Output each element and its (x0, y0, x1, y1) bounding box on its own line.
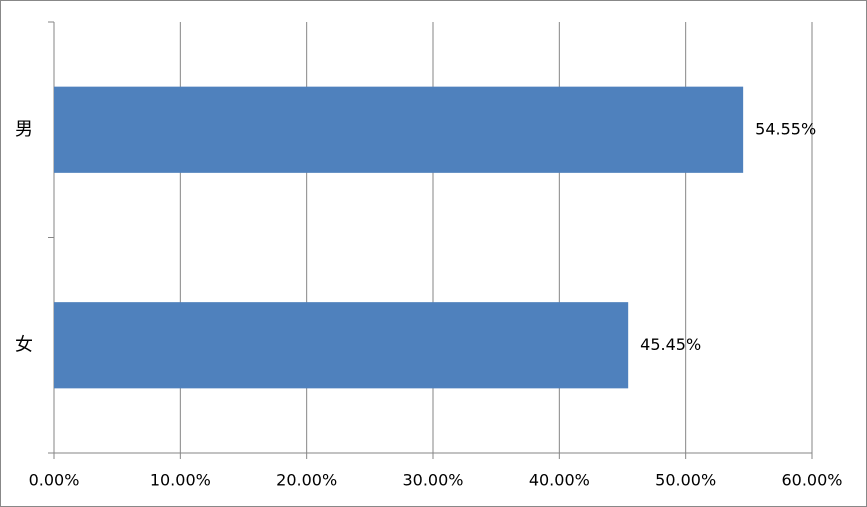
bar (54, 302, 629, 389)
x-tick-label: 60.00% (781, 471, 842, 490)
x-tick-label: 20.00% (276, 471, 337, 490)
value-label: 54.55% (755, 119, 816, 138)
y-tick-label: 女 (15, 334, 33, 355)
x-tick-label: 50.00% (655, 471, 716, 490)
x-tick-label: 30.00% (402, 471, 463, 490)
value-label: 45.45% (640, 335, 701, 354)
x-tick-label: 0.00% (29, 471, 80, 490)
x-tick-label: 40.00% (529, 471, 590, 490)
y-tick-label: 男 (15, 119, 33, 140)
x-tick-label: 10.00% (150, 471, 211, 490)
bar (54, 86, 744, 173)
